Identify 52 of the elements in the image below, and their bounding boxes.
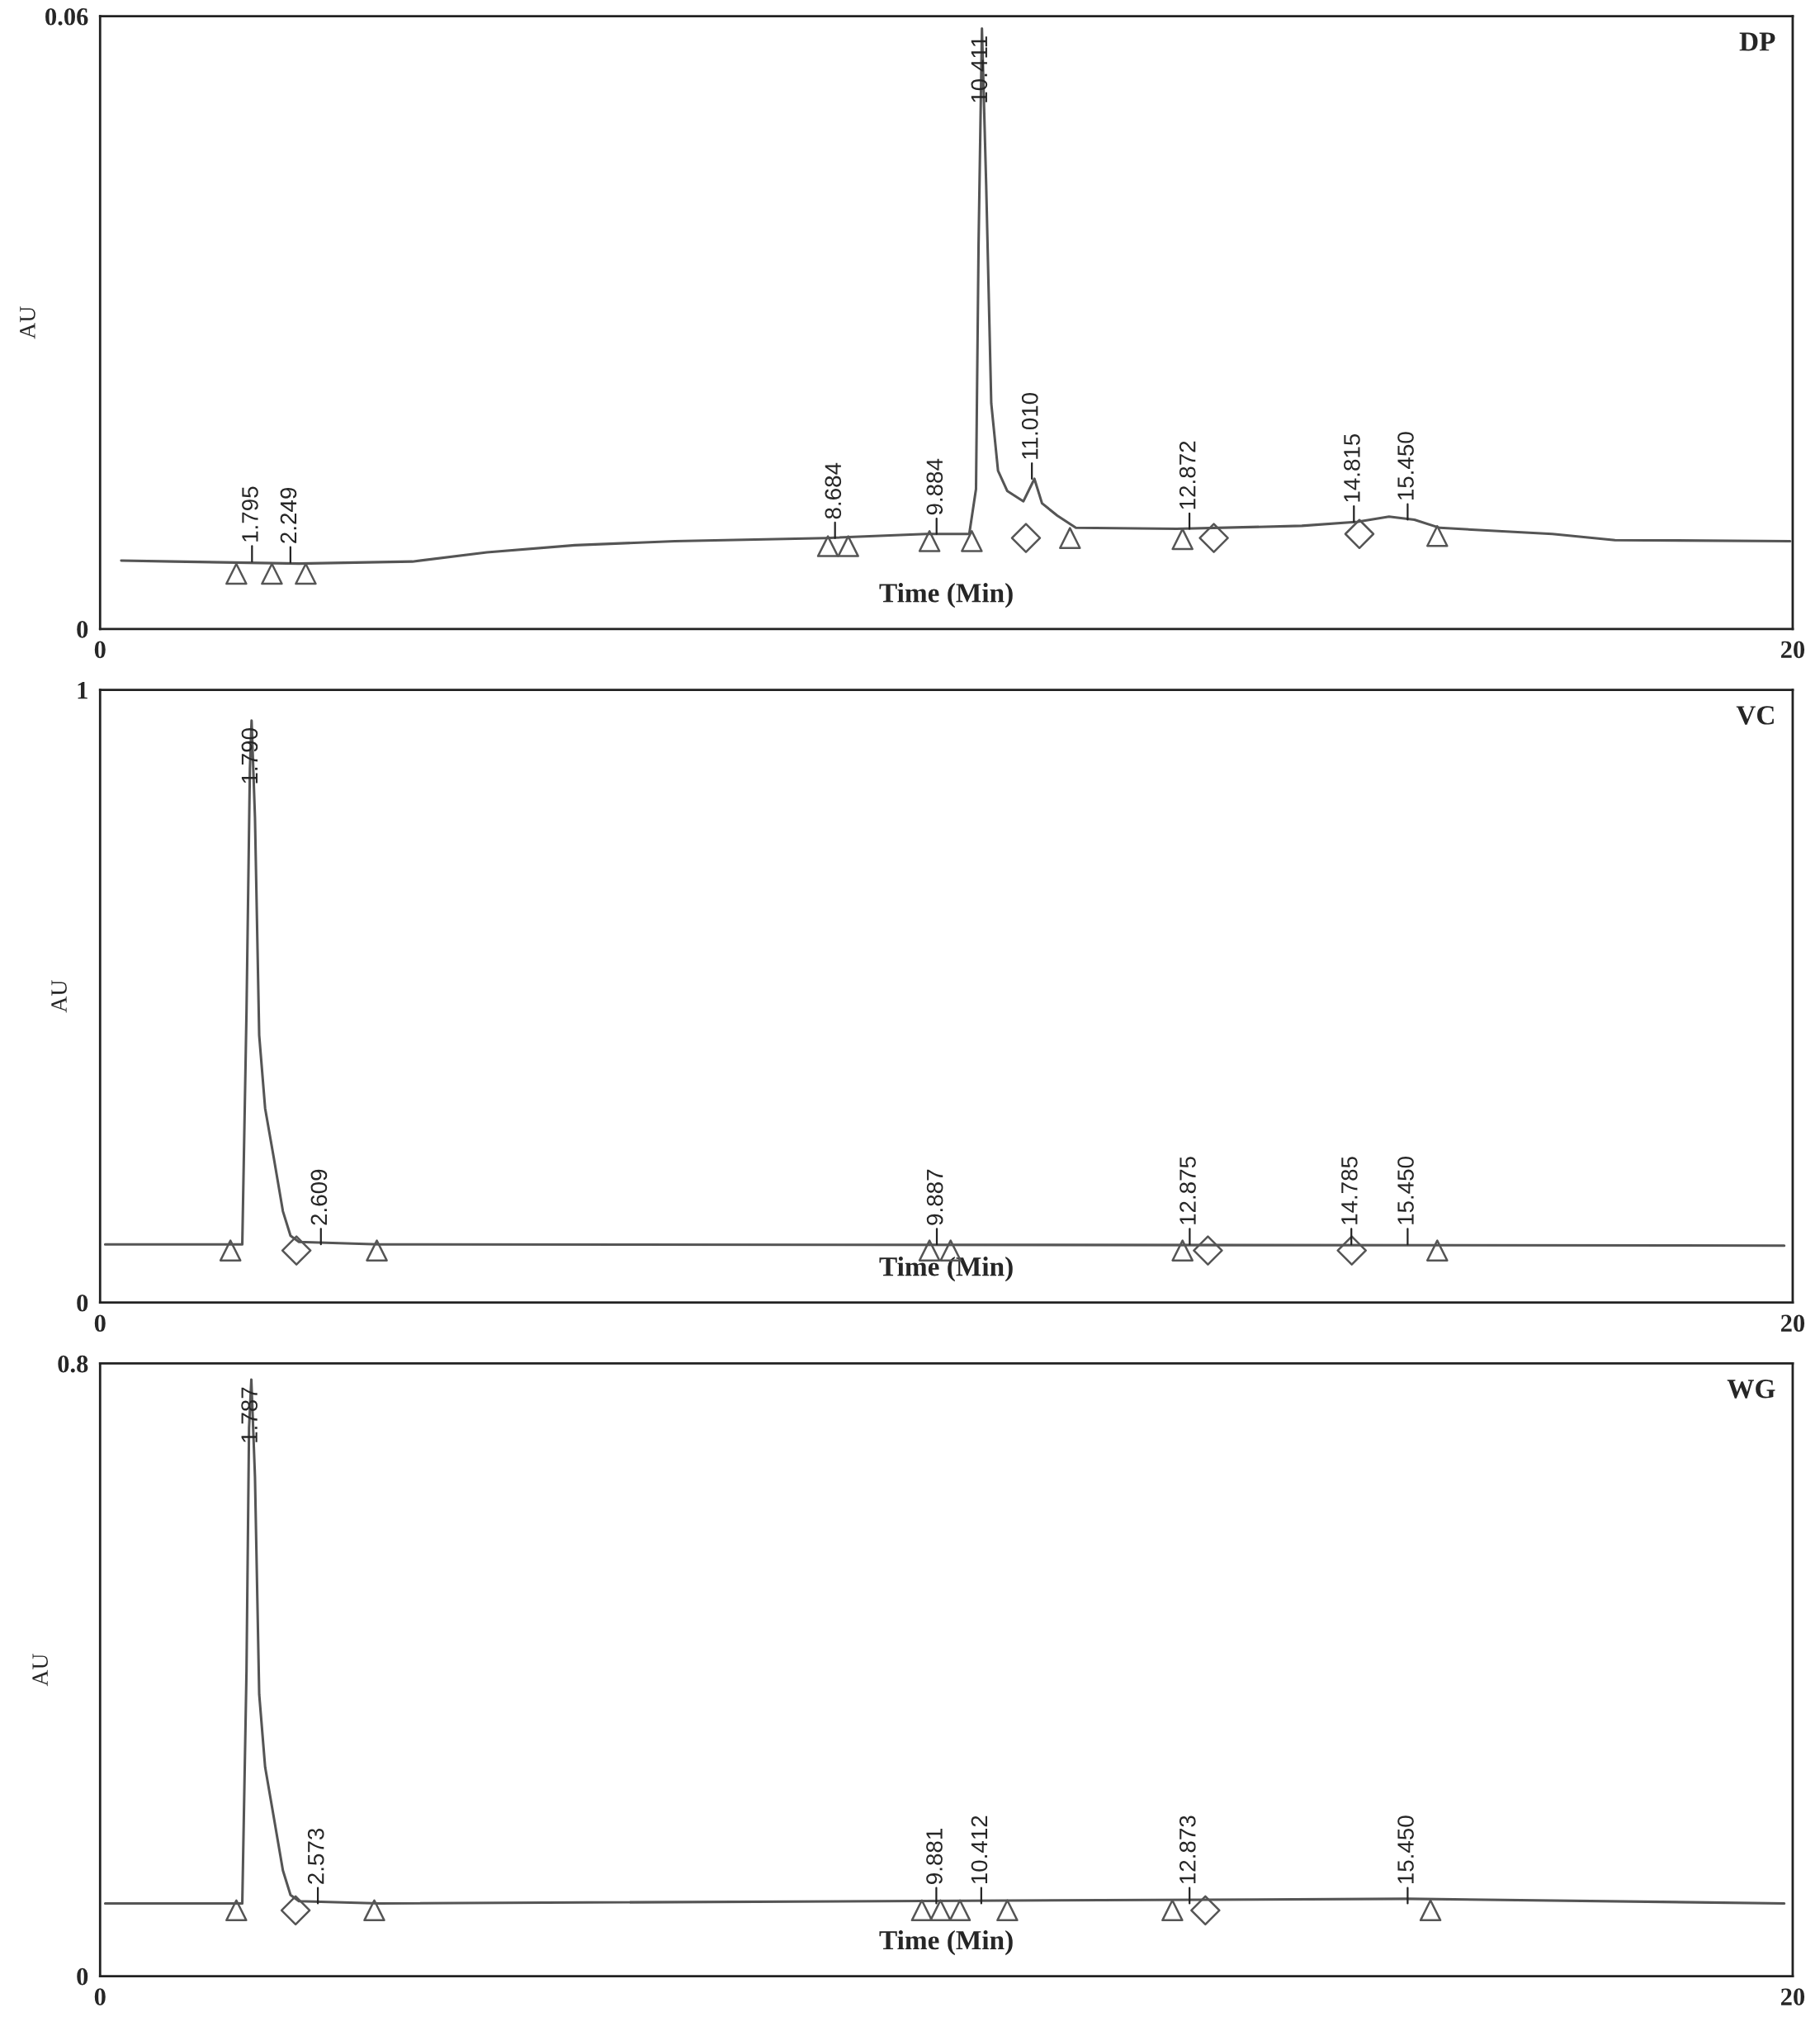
y-tick-label: 0 — [77, 621, 88, 638]
annotation: 14.815 — [1344, 433, 1360, 502]
annotation: 9.887 — [926, 1169, 943, 1225]
y-tick-label: 0 — [77, 1294, 88, 1312]
annotation: 15.450 — [1397, 1816, 1414, 1884]
annotation: 10.411 — [971, 36, 988, 102]
point — [1426, 524, 1449, 547]
x-axis-title: Time (Min) — [879, 583, 1013, 608]
annotation: 15.450 — [1397, 432, 1414, 500]
annotation: 15.450 — [1397, 1157, 1414, 1224]
chart-title: WG — [1727, 1380, 1775, 1399]
chart-title: DP — [1739, 32, 1775, 51]
point — [295, 562, 317, 585]
annotation: 12.875 — [1179, 1157, 1196, 1224]
annotation: 2.573 — [307, 1828, 324, 1884]
y-axis-title: AU — [32, 1654, 48, 1687]
annotation: 12.872 — [1179, 441, 1196, 509]
annotation: 2.249 — [280, 487, 297, 543]
annotation: 1.787 — [241, 1387, 258, 1442]
x-tick-label: 20 — [1780, 1314, 1805, 1333]
annotation: 14.785 — [1341, 1157, 1358, 1224]
y-tick-label: 1 — [78, 682, 87, 699]
point — [837, 535, 859, 557]
annotation: 9.881 — [926, 1829, 943, 1884]
point — [261, 562, 283, 585]
y-tick-label: 0.06 — [45, 7, 88, 26]
point — [225, 562, 248, 585]
x-tick-label: 20 — [1780, 641, 1805, 659]
annotation: 2.609 — [310, 1169, 328, 1225]
point — [918, 530, 941, 552]
annotation: 11.010 — [1021, 392, 1038, 459]
annotation: 1.790 — [241, 728, 258, 784]
point — [1010, 523, 1042, 553]
point — [1344, 518, 1375, 550]
x-axis-title: Time (Min) — [879, 1257, 1013, 1282]
x-tick-label: 20 — [1780, 1988, 1805, 2005]
annotation: 8.684 — [825, 462, 842, 519]
y-tick-label: 0.8 — [58, 1355, 88, 1373]
annotation: 12.873 — [1179, 1816, 1196, 1884]
point — [961, 530, 983, 552]
y-axis-title: AU — [20, 306, 35, 339]
point — [1059, 527, 1081, 549]
annotation: 10.412 — [971, 1816, 988, 1884]
y-tick-label: 0 — [77, 1967, 88, 1986]
point — [1171, 528, 1194, 551]
chart-title: VC — [1736, 706, 1774, 725]
annotation: 9.884 — [926, 458, 943, 515]
y-axis-title: AU — [51, 980, 67, 1013]
annotation: 1.795 — [242, 486, 258, 542]
point — [816, 535, 839, 557]
point — [1198, 523, 1229, 553]
x-axis-title: Time (Min) — [879, 1929, 1013, 1956]
